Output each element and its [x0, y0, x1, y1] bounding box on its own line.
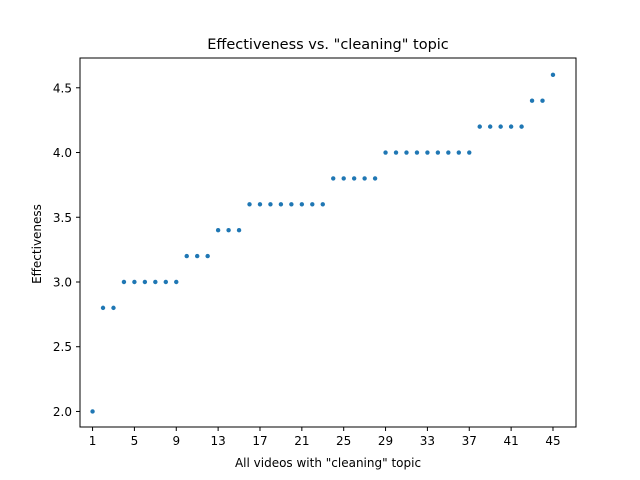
x-tick-label: 37 [462, 434, 477, 448]
x-axis-ticks: 1 5 9 13 17 21 25 29 33 37 41 45 [89, 427, 561, 448]
data-point [341, 176, 346, 181]
chart-title: Effectiveness vs. "cleaning" topic [207, 37, 449, 53]
data-point [205, 253, 210, 259]
x-axis-label: All videos with "cleaning" topic [235, 456, 421, 470]
y-tick-label: 4.0 [53, 146, 72, 160]
data-point [153, 279, 158, 285]
y-tick-label: 4.5 [53, 81, 72, 95]
data-point [184, 253, 189, 259]
data-point [446, 150, 451, 155]
data-point [236, 228, 242, 233]
x-tick-label: 25 [336, 434, 351, 448]
data-point [100, 305, 106, 311]
data-point [487, 124, 493, 129]
y-tick-label: 2.0 [53, 405, 72, 419]
x-tick-label: 29 [378, 434, 393, 448]
data-point [467, 150, 472, 155]
data-point [425, 150, 430, 155]
data-point [195, 253, 200, 259]
y-axis-ticks: 2.0 2.5 3.0 3.5 4.0 4.5 [53, 81, 80, 419]
data-point [508, 124, 514, 129]
data-point [121, 279, 127, 285]
data-point [111, 305, 116, 311]
x-tick-label: 17 [252, 434, 267, 448]
data-point [289, 202, 294, 207]
x-tick-label: 1 [89, 434, 97, 448]
data-point [404, 150, 409, 155]
data-point [320, 202, 325, 207]
x-tick-label: 41 [503, 434, 518, 448]
data-points [90, 72, 556, 414]
data-point [226, 228, 231, 233]
data-point [90, 409, 95, 414]
data-point [519, 124, 524, 129]
data-point [257, 202, 263, 207]
data-point [393, 150, 399, 155]
data-point [163, 279, 169, 285]
data-point [383, 150, 388, 155]
data-point [331, 176, 336, 181]
data-point [456, 150, 461, 155]
data-point [268, 202, 273, 207]
data-point [299, 202, 305, 207]
data-point [414, 150, 420, 155]
data-point [174, 279, 179, 285]
data-point [498, 124, 503, 129]
data-point [215, 228, 221, 233]
x-tick-label: 9 [172, 434, 180, 448]
x-tick-label: 45 [545, 434, 560, 448]
data-point [132, 279, 137, 285]
y-tick-label: 2.5 [53, 340, 72, 354]
data-point [550, 72, 556, 78]
x-tick-label: 5 [131, 434, 139, 448]
x-tick-label: 33 [420, 434, 435, 448]
data-point [529, 98, 535, 103]
data-point [372, 176, 378, 181]
data-point [540, 98, 545, 103]
data-point [142, 279, 148, 285]
y-axis-label: Effectiveness [30, 204, 44, 284]
data-point [362, 176, 367, 181]
data-point [278, 202, 284, 207]
data-point [435, 150, 441, 155]
x-tick-label: 13 [210, 434, 225, 448]
y-tick-label: 3.0 [53, 275, 72, 289]
data-point [351, 176, 357, 181]
data-point [477, 124, 482, 129]
data-point [310, 202, 315, 207]
plot-area-frame [79, 57, 577, 428]
data-point [247, 202, 252, 207]
x-tick-label: 21 [294, 434, 309, 448]
y-tick-label: 3.5 [53, 211, 72, 225]
